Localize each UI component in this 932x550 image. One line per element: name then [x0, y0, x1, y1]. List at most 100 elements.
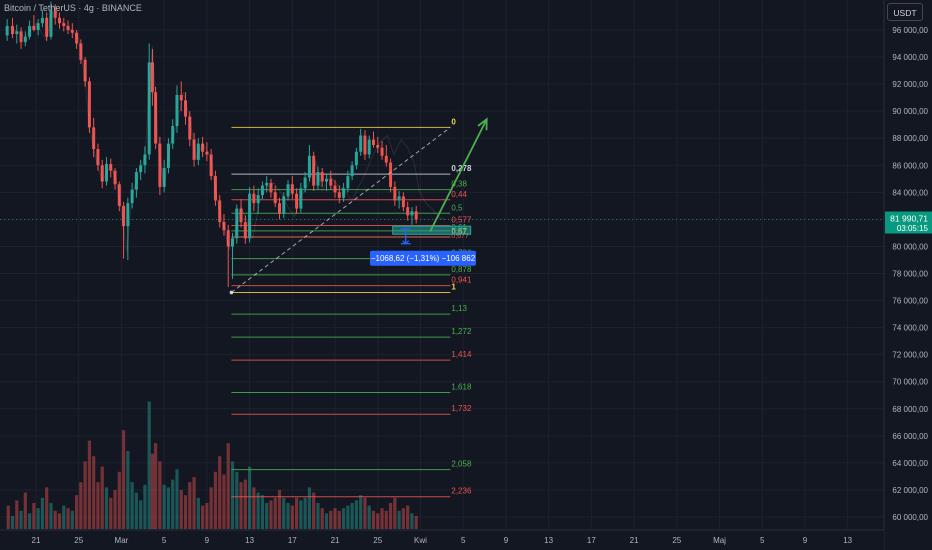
- volume-bar: [265, 503, 269, 529]
- chart-title: Bitcoin / TetherUS · 4g · BINANCE: [4, 3, 142, 13]
- candle-body: [295, 193, 299, 209]
- volume-bar: [307, 487, 312, 529]
- fib-level-label: 1,618: [451, 383, 472, 392]
- candle-body: [32, 25, 36, 30]
- volume-bar: [299, 500, 303, 529]
- candle-body: [96, 149, 100, 166]
- fib-level-label: 1,414: [451, 350, 472, 359]
- candle-body: [36, 23, 40, 30]
- volume-bar: [324, 513, 329, 529]
- candle-body: [53, 11, 57, 18]
- volume-bar: [109, 497, 113, 529]
- candle-body: [75, 32, 79, 44]
- volume-bar: [213, 471, 218, 529]
- candle-body: [324, 178, 328, 182]
- volume-bar: [410, 513, 414, 529]
- time-scale-bg: [0, 530, 884, 550]
- measure-label: −1068,62 (−1,31%) −106 862: [371, 254, 476, 263]
- volume-bar: [312, 492, 316, 529]
- fib-level-label: 0,44: [451, 190, 467, 199]
- candle-body: [154, 92, 158, 144]
- volume-bar: [19, 510, 23, 529]
- time-tick-label: 17: [288, 536, 297, 545]
- volume-bar: [40, 497, 45, 529]
- volume-bar: [260, 495, 265, 529]
- currency-button[interactable]: USDT: [887, 3, 923, 21]
- volume-bar: [79, 482, 83, 529]
- volume-bar: [388, 503, 393, 529]
- volume-bar: [218, 456, 222, 529]
- candle-body: [100, 165, 104, 182]
- candle-body: [333, 185, 337, 193]
- volume-bar: [414, 516, 418, 529]
- candle-body: [117, 184, 121, 206]
- volume-bars: [6, 401, 418, 529]
- candle-body: [286, 184, 290, 197]
- fib-level-label: 0,38: [451, 180, 467, 189]
- candle-body: [401, 196, 405, 208]
- volume-bar: [282, 497, 286, 529]
- time-scale[interactable]: 21 25 Mar 5 9 13 17 21 25 Kwi 5 9 13 17 21 25 Maj 5 9 13: [0, 529, 884, 550]
- candle-body: [265, 182, 269, 186]
- time-tick-label: 5: [162, 536, 167, 545]
- candle-body: [15, 31, 19, 35]
- volume-bar: [235, 471, 239, 529]
- volume-bar: [303, 497, 307, 529]
- candle-body: [248, 193, 252, 239]
- volume-bar: [92, 456, 96, 529]
- candle-body: [158, 143, 162, 187]
- candle-body: [66, 25, 70, 30]
- candle-body: [40, 17, 44, 24]
- volume-bar: [166, 487, 171, 529]
- time-tick-label: Kwi: [414, 536, 427, 545]
- candle-body: [70, 30, 74, 33]
- candle-body: [166, 143, 170, 168]
- candle-body: [79, 43, 83, 60]
- time-tick-label: 9: [803, 536, 808, 545]
- price-tick-label: 94 000,00: [892, 53, 928, 62]
- candle-body: [384, 155, 388, 163]
- price-scale[interactable]: 96 000,00 94 000,00 92 000,00 90 000,00 88 0…: [883, 0, 932, 550]
- time-tick-label: 17: [587, 536, 596, 545]
- candle-body: [359, 135, 363, 152]
- volume-bar: [397, 510, 401, 529]
- volume-bar: [341, 508, 346, 529]
- candle-body: [130, 189, 134, 204]
- candle-body: [213, 176, 217, 201]
- candle-body: [226, 230, 230, 247]
- volume-bar: [113, 490, 117, 529]
- candle-body: [45, 17, 49, 37]
- volume-bar: [188, 482, 192, 529]
- candle-body: [312, 155, 316, 186]
- candle-body: [122, 205, 126, 227]
- volume-bar: [380, 508, 384, 529]
- candle-body: [406, 207, 410, 216]
- candle-body: [256, 195, 260, 204]
- volume-bar: [117, 471, 121, 529]
- price-tick-label: 84 000,00: [892, 188, 928, 197]
- volume-bar: [248, 466, 252, 529]
- volume-bar: [49, 503, 53, 529]
- price-tick-label: 78 000,00: [892, 270, 928, 279]
- volume-bar: [329, 510, 333, 529]
- volume-bar: [126, 451, 130, 529]
- volume-bar: [286, 503, 290, 529]
- candle-body: [104, 163, 108, 182]
- volume-bar: [6, 505, 10, 529]
- volume-bar: [10, 516, 15, 529]
- volume-bar: [359, 495, 363, 529]
- candle-body: [19, 31, 23, 43]
- candle-body: [307, 155, 311, 178]
- candle-body: [134, 172, 138, 190]
- price-tick-label: 72 000,00: [892, 351, 928, 360]
- volume-bar: [252, 487, 256, 529]
- candle-body: [371, 139, 375, 145]
- time-tick-label: 9: [205, 536, 210, 545]
- price-tick-label: 62 000,00: [892, 486, 928, 495]
- volume-bar: [175, 469, 179, 529]
- candle-body: [139, 165, 143, 173]
- drawings[interactable]: −1068,62 (−1,31%) −106 862: [229, 117, 488, 295]
- fib-level-label: 0: [451, 117, 456, 126]
- volume-bar: [32, 503, 36, 529]
